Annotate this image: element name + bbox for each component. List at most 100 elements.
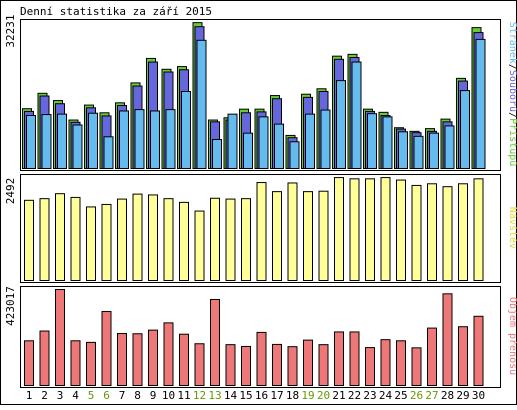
x-tick-label: 16 (255, 389, 268, 402)
x-tick-label: 26 (410, 389, 423, 402)
bar-Stránek-4 (72, 124, 83, 169)
legend-entry: Stránek (507, 22, 517, 64)
bar-Objem přenosu-8 (132, 333, 143, 386)
bar-Návštěv-7 (117, 198, 127, 281)
bar-Objem přenosu-22 (349, 331, 360, 386)
bar-Objem přenosu-29 (458, 326, 468, 387)
bar-Objem přenosu-4 (70, 340, 81, 386)
x-tick-label: 27 (425, 389, 438, 402)
x-tick-label: 11 (177, 389, 190, 402)
bar-Návštěv-8 (132, 193, 143, 281)
bar-Návštěv-29 (458, 183, 468, 281)
y-max-label: 32231 (4, 14, 17, 47)
bar-Návštěv-4 (70, 196, 81, 281)
bar-Objem přenosu-15 (241, 345, 251, 386)
bar-Návštěv-27 (427, 183, 437, 281)
bar-Návštěv-20 (318, 190, 329, 281)
bar-Stránek-18 (289, 141, 300, 169)
x-tick-label: 19 (301, 389, 314, 402)
bar-Návštěv-10 (163, 198, 174, 282)
bar-Stránek-7 (119, 110, 129, 169)
x-tick-label: 2 (41, 389, 48, 402)
bar-Objem přenosu-17 (272, 343, 282, 387)
x-tick-label: 12 (193, 389, 206, 402)
bar-Objem přenosu-14 (225, 344, 236, 386)
bar-Návštěv-12 (194, 210, 205, 281)
bar-Stránek-9 (150, 110, 160, 169)
bar-Stránek-24 (382, 116, 393, 169)
bar-Objem přenosu-7 (117, 333, 127, 386)
bar-Návštěv-5 (86, 206, 96, 281)
bar-Návštěv-2 (39, 198, 50, 282)
bar-Stránek-28 (444, 125, 455, 169)
bar-Objem přenosu-2 (39, 330, 50, 387)
bar-Stránek-17 (274, 123, 284, 169)
bar-Stránek-2 (41, 114, 52, 169)
bar-Stránek-27 (429, 132, 439, 169)
bar-Objem přenosu-23 (365, 347, 375, 386)
x-tick-label: 4 (72, 389, 79, 402)
bar-Stránek-6 (103, 136, 114, 169)
bar-Objem přenosu-21 (334, 331, 344, 386)
bar-Objem přenosu-26 (411, 347, 422, 387)
x-tick-label: 20 (317, 389, 330, 402)
bar-Objem přenosu-1 (24, 340, 34, 386)
x-tick-label: 30 (472, 389, 485, 402)
bar-Návštěv-18 (287, 182, 298, 281)
panels: 32231 Stránek/Souborů/Přístupů 2492 Návštěv… (4, 14, 517, 388)
bar-Objem přenosu-28 (442, 293, 453, 386)
bar-Návštěv-23 (365, 178, 375, 281)
panel-hits: 32231 Stránek/Souborů/Přístupů (4, 14, 517, 171)
legend-entry: Přístupů (507, 118, 517, 166)
bar-Návštěv-13 (210, 197, 220, 281)
bar-Stránek-30 (475, 38, 486, 170)
x-tick-label: 1 (26, 389, 33, 402)
x-tick-label: 17 (270, 389, 283, 402)
bar-Stránek-19 (305, 113, 315, 169)
bar-Stránek-1 (26, 115, 36, 169)
bar-Návštěv-6 (101, 203, 112, 281)
bar-Návštěv-28 (442, 186, 453, 281)
x-tick-label: 28 (441, 389, 454, 402)
bar-Objem přenosu-24 (380, 339, 391, 386)
bar-Objem přenosu-11 (179, 333, 189, 386)
bar-Stránek-8 (134, 109, 145, 169)
x-tick-label: 23 (363, 389, 376, 402)
bar-Návštěv-26 (411, 184, 422, 281)
x-tick-label: 22 (348, 389, 361, 402)
bar-Objem přenosu-6 (101, 311, 112, 386)
bar-Objem přenosu-18 (287, 346, 298, 387)
bar-Návštěv-17 (272, 191, 282, 281)
bar-Stránek-22 (351, 61, 362, 169)
y-max-label: 2492 (4, 178, 17, 205)
panel-legend: Návštěv (507, 207, 517, 249)
x-tick-label: 24 (379, 389, 393, 402)
bar-Objem přenosu-27 (427, 327, 437, 386)
x-tick-label: 21 (332, 389, 345, 402)
bar-Stránek-20 (320, 109, 331, 169)
bar-Stránek-11 (181, 90, 191, 169)
bar-Návštěv-11 (179, 201, 189, 281)
x-tick-label: 6 (103, 389, 110, 402)
bar-Objem přenosu-12 (194, 343, 205, 386)
bar-Objem přenosu-9 (148, 329, 158, 387)
bar-Návštěv-24 (380, 177, 391, 282)
bar-Objem přenosu-10 (163, 322, 174, 387)
bar-Návštěv-15 (241, 198, 251, 282)
bar-Návštěv-3 (55, 193, 65, 281)
legend-entry: Objem přenosu (507, 297, 517, 375)
bar-Stránek-26 (413, 135, 424, 169)
legend-entry: Návštěv (507, 207, 517, 249)
x-axis-labels: 1 2 3 4 5 6 7 8 9 10 11 12 13 14 15 16 17 18 19 20 21 22 23 24 2… (26, 389, 485, 402)
bar-Návštěv-25 (396, 179, 406, 282)
x-tick-label: 25 (394, 389, 407, 402)
bar-Stránek-3 (57, 113, 67, 169)
x-tick-label: 13 (208, 389, 221, 402)
x-tick-label: 5 (88, 389, 95, 402)
bar-Návštěv-14 (225, 198, 236, 281)
bar-Stránek-16 (258, 116, 269, 169)
panel-legend: Stránek/Souborů/Přístupů (507, 22, 517, 167)
bar-Objem přenosu-16 (256, 331, 267, 386)
x-tick-label: 14 (224, 389, 238, 402)
